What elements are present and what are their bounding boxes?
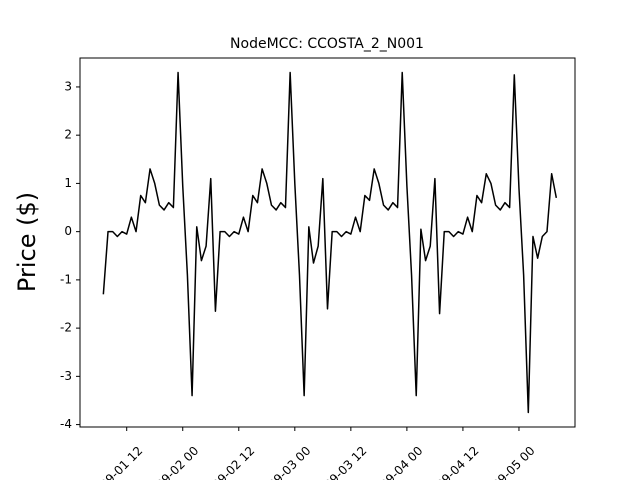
y-axis-label: Price ($) (13, 192, 41, 292)
y-tick-label: 1 (64, 176, 72, 190)
y-tick-label: -4 (60, 417, 72, 431)
y-tick-label: -2 (60, 321, 72, 335)
y-tick-label: -1 (60, 272, 72, 286)
x-tick-label: 09-01 12 (97, 444, 145, 480)
price-line (102, 71, 558, 414)
plot-frame (79, 57, 576, 428)
x-tick-label: 09-05 00 (490, 444, 538, 480)
x-tick-label: 09-04 12 (434, 444, 482, 480)
y-tick-label: 0 (64, 224, 72, 238)
x-tick-label: 09-03 00 (265, 444, 313, 480)
y-tick-label: -3 (60, 369, 72, 383)
chart-title: NodeMCC: CCOSTA_2_N001 (230, 36, 424, 52)
y-tick-label: 2 (64, 128, 72, 142)
x-tick-label: 09-03 12 (321, 444, 369, 480)
y-tick-label: 3 (64, 79, 72, 93)
x-tick-label: 09-02 12 (209, 444, 257, 480)
x-tick-label: 09-02 00 (153, 444, 201, 480)
x-tick-label: 09-04 00 (378, 444, 426, 480)
